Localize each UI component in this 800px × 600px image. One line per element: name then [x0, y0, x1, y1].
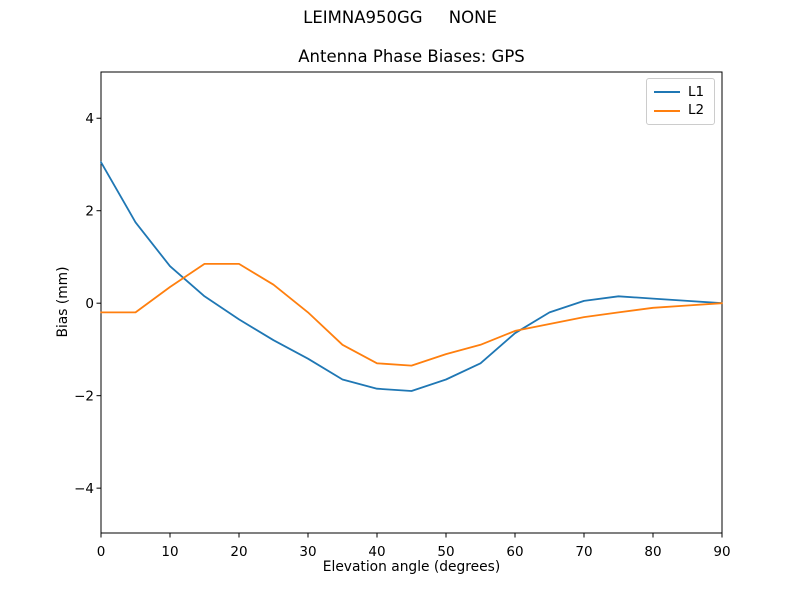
x-tick-label: 70: [575, 544, 592, 560]
y-axis-ticks: 4 2 0 −2 −4: [74, 111, 101, 497]
x-axis-label: Elevation angle (degrees): [322, 559, 501, 575]
axes-title: Antenna Phase Biases: GPS: [298, 47, 525, 66]
x-tick-label: 80: [644, 544, 661, 560]
legend-label-l1: L1: [688, 83, 705, 100]
x-tick-label: 10: [161, 544, 178, 560]
x-axis-ticks: 0 10 20 30 40 50 60 70 80 90: [97, 533, 731, 560]
x-tick-label: 20: [230, 544, 247, 560]
x-tick-label: 50: [437, 544, 454, 560]
x-tick-label: 0: [97, 544, 106, 560]
series-line-l1: [100, 161, 723, 392]
y-tick-label: 0: [85, 296, 94, 312]
x-tick-label: 90: [713, 544, 730, 560]
legend: L1 L2: [646, 78, 715, 125]
legend-line-sample-l2: [654, 109, 680, 112]
y-tick-label: 4: [85, 111, 94, 127]
series-line-l2: [100, 262, 723, 367]
x-tick-label: 40: [368, 544, 385, 560]
x-tick-label: 30: [299, 544, 316, 560]
axes-spines: [100, 71, 723, 534]
y-tick-label: 2: [85, 204, 94, 220]
x-tick-label: 60: [506, 544, 523, 560]
y-tick-label: −4: [74, 481, 94, 497]
legend-entry-l1: L1: [654, 83, 707, 100]
y-axis-label: Bias (mm): [55, 266, 72, 338]
y-tick-label: −2: [74, 388, 94, 404]
legend-line-sample-l1: [654, 91, 680, 94]
legend-entry-l2: L2: [654, 101, 707, 118]
figure-suptitle: LEIMNA950GG NONE: [303, 8, 497, 27]
legend-label-l2: L2: [688, 101, 705, 118]
